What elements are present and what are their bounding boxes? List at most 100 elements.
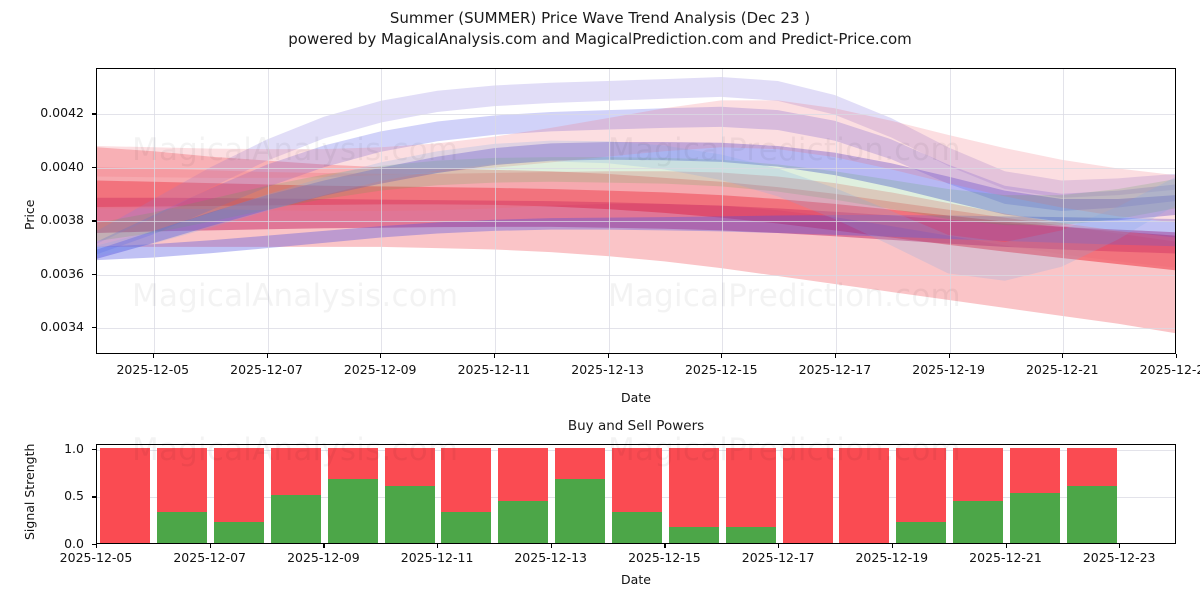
signal-bar (668, 447, 719, 543)
price-x-tick-mark (380, 354, 382, 358)
signal-bar (157, 447, 208, 543)
price-x-tick-label: 2025-12-07 (230, 362, 303, 377)
gridline-vertical (722, 69, 724, 353)
signal-bar (725, 447, 776, 543)
price-y-tick-mark (92, 113, 96, 115)
signal-bar (611, 447, 662, 543)
signal-x-tick-label: 2025-12-13 (514, 550, 588, 565)
price-x-tick-label: 2025-12-17 (798, 362, 872, 377)
signal-x-tick-mark (209, 544, 211, 548)
price-x-tick-label: 2025-12-19 (912, 362, 985, 377)
signal-x-tick-label: 2025-12-05 (59, 550, 133, 565)
signal-bar-buy-segment (668, 526, 719, 543)
price-x-tick-mark (834, 354, 837, 358)
gridline-horizontal (97, 274, 1175, 276)
gridline-vertical (1063, 69, 1065, 353)
price-x-tick-mark (1176, 354, 1178, 358)
price-x-tick-mark (152, 354, 154, 358)
price-band-lightblue-band-dip (97, 140, 1175, 281)
price-x-tick-mark (493, 354, 496, 358)
signal-y-tick-label: 0.0 (64, 536, 84, 551)
signal-chart-plot-area (96, 444, 1176, 544)
gridline-vertical (381, 69, 383, 353)
price-x-tick-label: 2025-12-11 (457, 362, 531, 377)
price-y-tick-mark (92, 273, 96, 275)
price-x-tick-mark (721, 354, 723, 358)
signal-chart-y-axis-label: Signal Strength (22, 443, 37, 540)
price-y-tick-mark (92, 327, 96, 329)
signal-bar-buy-segment (327, 479, 378, 543)
signal-bar-sell-segment (896, 447, 947, 523)
price-band-red-band-3 (97, 197, 1175, 254)
price-y-tick-label: 0.0038 (40, 212, 84, 228)
signal-bar-sell-segment (555, 447, 606, 480)
signal-bar-sell-segment (725, 447, 776, 527)
signal-x-tick-label: 2025-12-07 (173, 550, 247, 565)
signal-bar-sell-segment (611, 447, 662, 512)
price-x-tick-label: 2025-12-23 (1139, 362, 1200, 377)
price-x-tick-label: 2025-12-09 (343, 362, 417, 377)
price-x-tick-mark (266, 354, 268, 358)
signal-bar-buy-segment (498, 501, 549, 543)
page-subtitle: powered by MagicalAnalysis.com and Magic… (288, 30, 912, 48)
signal-y-tick-mark (92, 544, 96, 546)
price-x-tick-mark (1062, 354, 1064, 358)
price-band-blue-band-mid (97, 141, 1175, 259)
price-y-tick-mark (92, 220, 96, 222)
gridline-vertical (267, 69, 269, 353)
signal-bar-buy-segment (725, 526, 776, 543)
price-y-tick-label: 0.0036 (40, 265, 84, 281)
price-chart-x-axis-label: Date (621, 390, 651, 405)
price-band-lavender-band-top (97, 76, 1175, 244)
signal-bar-sell-segment (441, 447, 492, 512)
signal-bar (1009, 447, 1060, 543)
signal-bar-buy-segment (896, 522, 947, 543)
signal-bar-buy-segment (270, 495, 321, 543)
signal-x-tick-mark (664, 544, 666, 548)
price-y-tick-label: 0.0040 (40, 158, 84, 174)
gridline-horizontal (97, 328, 1175, 330)
signal-bar-sell-segment (270, 447, 321, 496)
signal-bar-sell-segment (327, 447, 378, 480)
gridline-horizontal (97, 167, 1175, 169)
price-band-pink-band-lower (97, 167, 1175, 268)
signal-x-tick-label: 2025-12-19 (855, 550, 929, 565)
signal-bar (384, 447, 435, 543)
signal-chart-x-axis-label: Date (621, 572, 651, 587)
signal-y-tick-mark (92, 448, 96, 450)
signal-x-tick-label: 2025-12-09 (287, 550, 360, 565)
signal-bar (498, 447, 549, 543)
price-band-red-band-2 (97, 180, 1175, 271)
signal-y-tick-mark (92, 496, 96, 498)
price-x-tick-mark (607, 354, 609, 358)
price-band-layer (97, 76, 1175, 334)
signal-bar-buy-segment (441, 511, 492, 543)
price-x-tick-label: 2025-12-05 (116, 362, 190, 377)
price-band-blue-band-low (97, 214, 1175, 261)
price-y-tick-label: 0.0042 (40, 105, 84, 121)
price-x-tick-label: 2025-12-15 (684, 362, 758, 377)
signal-bar (839, 447, 890, 543)
price-band-blue-band-upper (97, 106, 1175, 255)
signal-bar-sell-segment (1066, 447, 1117, 486)
gridline-vertical (949, 69, 951, 353)
signal-bar (441, 447, 492, 543)
price-y-tick-mark (92, 166, 96, 169)
signal-bar-sell-segment (839, 447, 890, 543)
gridline-vertical (835, 69, 837, 353)
signal-bar-sell-segment (157, 447, 208, 512)
gridline-vertical (153, 69, 155, 353)
signal-bar-sell-segment (1009, 447, 1060, 493)
signal-bar (896, 447, 947, 543)
signal-bar-buy-segment (157, 511, 208, 543)
signal-x-tick-mark (1119, 544, 1121, 548)
signal-bar (782, 447, 833, 543)
signal-bar (100, 447, 151, 543)
signal-bar (953, 447, 1004, 543)
gridline-vertical (608, 69, 610, 353)
signal-x-tick-label: 2025-12-23 (1082, 550, 1156, 565)
signal-x-tick-mark (1005, 544, 1007, 548)
signal-bar-sell-segment (214, 447, 265, 523)
signal-chart-title: Buy and Sell Powers (567, 418, 705, 434)
